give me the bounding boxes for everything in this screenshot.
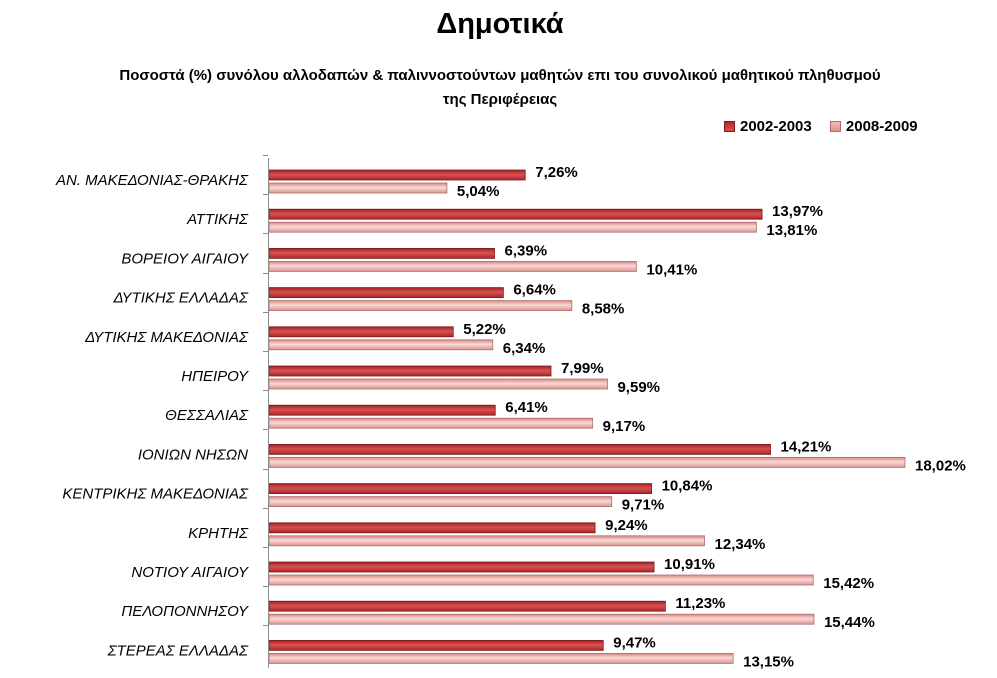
bar-2008-2009 xyxy=(268,221,757,233)
category-label: ΠΕΛΟΠΟΝΝΗΣΟΥ xyxy=(121,603,249,620)
data-label-2002-2003: 6,41% xyxy=(505,399,548,416)
data-label-2008-2009: 6,34% xyxy=(503,340,546,357)
data-label-2008-2009: 8,58% xyxy=(582,301,625,318)
data-label-2002-2003: 10,91% xyxy=(664,556,715,573)
legend-item-2008-2009: 2008-2009 xyxy=(829,118,918,135)
bar-2002-2003 xyxy=(268,365,552,377)
data-label-2008-2009: 5,04% xyxy=(457,183,500,200)
bar-2008-2009 xyxy=(268,182,448,194)
data-label-2008-2009: 13,81% xyxy=(766,222,817,239)
bar-2008-2009 xyxy=(268,496,613,508)
data-label-2008-2009: 15,42% xyxy=(823,575,874,592)
bar-2008-2009 xyxy=(268,260,637,272)
category-label: ΑΤΤΙΚΗΣ xyxy=(186,211,249,228)
category-label: ΒΟΡΕΙΟΥ ΑΙΓΑΙΟΥ xyxy=(121,250,249,267)
bar-2008-2009 xyxy=(268,456,906,468)
legend-swatch-2002-2003 xyxy=(724,121,735,132)
data-label-2002-2003: 9,47% xyxy=(613,634,656,651)
bar-2002-2003 xyxy=(268,287,504,299)
category-label: ΙΟΝΙΩΝ ΝΗΣΩΝ xyxy=(138,446,248,463)
category-label: ΘΕΣΣΑΛΙΑΣ xyxy=(165,407,249,424)
bar-2002-2003 xyxy=(268,561,655,573)
data-label-2008-2009: 18,02% xyxy=(915,457,966,474)
bar-2002-2003 xyxy=(268,404,496,416)
bar-2002-2003 xyxy=(268,326,454,338)
bar-2002-2003 xyxy=(268,208,763,220)
data-label-2002-2003: 7,99% xyxy=(561,360,604,377)
data-label-2002-2003: 6,64% xyxy=(513,282,556,299)
data-label-2002-2003: 10,84% xyxy=(662,478,713,495)
category-label: ΝΟΤΙΟΥ ΑΙΓΑΙΟΥ xyxy=(131,564,249,581)
bar-2008-2009 xyxy=(268,613,815,625)
data-label-2008-2009: 12,34% xyxy=(715,536,766,553)
legend-label-2008-2009: 2008-2009 xyxy=(845,118,918,135)
legend-label-2002-2003: 2002-2003 xyxy=(740,118,812,135)
bar-2002-2003 xyxy=(268,600,666,612)
data-label-2008-2009: 9,71% xyxy=(622,497,665,514)
bar-2002-2003 xyxy=(268,522,596,534)
bar-2002-2003 xyxy=(268,483,652,495)
bar-2008-2009 xyxy=(268,653,734,664)
bar-2008-2009 xyxy=(268,378,608,390)
bar-2008-2009 xyxy=(268,535,705,547)
data-label-2008-2009: 9,17% xyxy=(603,418,646,435)
data-label-2008-2009: 10,41% xyxy=(646,261,697,278)
chart-title: Δημοτικά xyxy=(436,8,564,40)
category-label: ΚΡΗΤΗΣ xyxy=(188,525,249,542)
data-label-2002-2003: 14,21% xyxy=(781,438,832,455)
category-label: ΣΤΕΡΕΑΣ ΕΛΛΑΔΑΣ xyxy=(107,642,249,659)
data-label-2002-2003: 13,97% xyxy=(772,203,823,220)
chart-subtitle: Ποσοστά (%) συνόλου αλλοδαπών & παλιννοσ… xyxy=(119,67,881,108)
bar-2008-2009 xyxy=(268,417,594,429)
bar-2008-2009 xyxy=(268,574,814,586)
data-label-2002-2003: 9,24% xyxy=(605,517,648,534)
bar-2008-2009 xyxy=(268,300,573,312)
category-label: ΑΝ. ΜΑΚΕΔΟΝΙΑΣ-ΘΡΑΚΗΣ xyxy=(55,172,249,189)
category-label: ΗΠΕΙΡΟΥ xyxy=(181,368,249,385)
bar-2008-2009 xyxy=(268,339,494,351)
chart-legend: 2002-2003 2008-2009 xyxy=(724,118,932,136)
bar-2002-2003 xyxy=(268,640,604,651)
bar-2002-2003 xyxy=(268,169,526,181)
category-label: ΔΥΤΙΚΗΣ ΜΑΚΕΔΟΝΙΑΣ xyxy=(84,329,249,346)
data-label-2002-2003: 6,39% xyxy=(505,242,548,259)
category-label: ΚΕΝΤΡΙΚΗΣ ΜΑΚΕΔΟΝΙΑΣ xyxy=(62,486,249,503)
data-label-2008-2009: 13,15% xyxy=(743,653,794,670)
category-label: ΔΥΤΙΚΗΣ ΕΛΛΑΔΑΣ xyxy=(112,290,249,307)
data-label-2008-2009: 9,59% xyxy=(617,379,660,396)
legend-swatch-2008-2009 xyxy=(829,121,841,132)
bar-2002-2003 xyxy=(268,443,771,455)
data-label-2002-2003: 7,26% xyxy=(535,164,578,181)
legend-item-2002-2003: 2002-2003 xyxy=(724,118,812,135)
data-label-2002-2003: 11,23% xyxy=(675,595,725,612)
bar-2002-2003 xyxy=(268,247,495,259)
data-label-2002-2003: 5,22% xyxy=(463,321,506,338)
data-label-2008-2009: 15,44% xyxy=(824,614,875,631)
